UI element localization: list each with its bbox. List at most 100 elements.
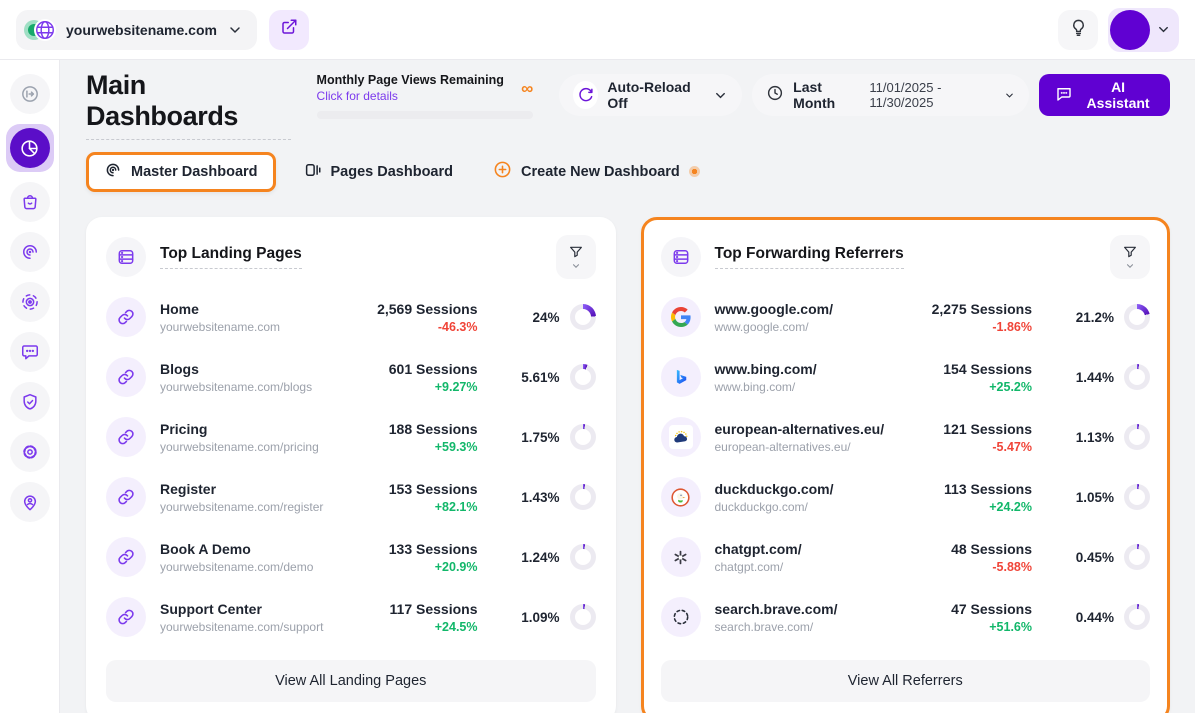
quota-progress-bar xyxy=(316,111,534,119)
sessions-value: 188 Sessions xyxy=(388,420,478,437)
percent-value: 1.43% xyxy=(521,489,560,505)
sessions-value: 2,275 Sessions xyxy=(931,300,1032,317)
filter-button[interactable] xyxy=(1110,235,1150,279)
percent-value: 1.24% xyxy=(521,549,560,565)
row-title[interactable]: Book A Demo xyxy=(160,540,251,557)
onboarding-beacon-icon xyxy=(688,166,700,177)
row-title[interactable]: search.brave.com/ xyxy=(714,600,838,617)
date-range-picker[interactable]: Last Month 11/01/2025 - 11/30/2025 xyxy=(752,74,1030,116)
table-row[interactable]: Home yourwebsitename.com 2,569 Sessions … xyxy=(106,287,596,347)
percent-value: 5.61% xyxy=(521,369,560,385)
row-title[interactable]: www.google.com/ xyxy=(714,300,834,317)
row-title[interactable]: Register xyxy=(160,480,217,497)
row-title[interactable]: Home xyxy=(160,300,199,317)
row-title[interactable]: Blogs xyxy=(160,360,199,377)
percent-value: 24% xyxy=(532,309,560,325)
row-title[interactable]: Support Center xyxy=(160,600,262,617)
change-value: +24.5% xyxy=(434,619,478,634)
row-url: yourwebsitename.com xyxy=(160,319,281,334)
view-all-referrers-button[interactable]: View All Referrers xyxy=(660,660,1150,702)
row-title[interactable]: chatgpt.com/ xyxy=(714,540,802,557)
table-row[interactable]: Book A Demo yourwebsitename.com/demo 133… xyxy=(106,527,596,587)
chevron-down-icon xyxy=(1004,90,1015,101)
sessions-value: 601 Sessions xyxy=(388,360,478,377)
avatar xyxy=(1110,9,1150,50)
landing-pages-list: Home yourwebsitename.com 2,569 Sessions … xyxy=(106,287,596,647)
widget-database-icon xyxy=(106,237,146,277)
account-menu[interactable] xyxy=(1108,7,1179,52)
idea-button[interactable] xyxy=(1058,9,1098,50)
chevron-down-icon xyxy=(1156,22,1171,37)
tab-master-dashboard[interactable]: Master Dashboard xyxy=(86,151,276,192)
table-row[interactable]: chatgpt.com/ chatgpt.com/ 48 Sessions -5… xyxy=(660,527,1150,587)
filter-button[interactable] xyxy=(555,235,596,279)
dashboards-pie-icon xyxy=(19,138,40,159)
infinity-icon: ∞ xyxy=(521,79,534,98)
tab-pages-dashboard[interactable]: Pages Dashboard xyxy=(292,152,466,192)
sidebar-item-visitors-pin[interactable] xyxy=(9,482,50,522)
page-header: Main Dashboards Monthly Page Views Remai… xyxy=(86,70,1170,140)
sessions-value: 133 Sessions xyxy=(388,540,478,557)
sidebar-item-feedback-chat[interactable] xyxy=(9,332,50,372)
open-website-button[interactable] xyxy=(268,9,309,50)
row-title[interactable]: www.bing.com/ xyxy=(714,360,817,377)
link-icon xyxy=(106,477,146,517)
quota-details-link[interactable]: Click for details xyxy=(316,89,398,103)
row-url: yourwebsitename.com/blogs xyxy=(160,379,313,394)
ai-assistant-label: AI Assistant xyxy=(1086,79,1150,111)
page-title: Main Dashboards xyxy=(86,70,291,140)
table-row[interactable]: european-alternatives.eu/ european-alter… xyxy=(660,407,1150,467)
view-all-landing-pages-button[interactable]: View All Landing Pages xyxy=(106,660,596,702)
website-favicon-icon xyxy=(24,17,56,43)
sidebar-item-privacy-shield[interactable] xyxy=(9,382,50,422)
pageviews-quota: Monthly Page Views Remaining Click for d… xyxy=(316,70,534,119)
change-value: -1.86% xyxy=(992,319,1032,334)
table-row[interactable]: Register yourwebsitename.com/register 15… xyxy=(106,467,596,527)
ai-assistant-button[interactable]: AI Assistant xyxy=(1039,74,1170,116)
row-title[interactable]: duckduckgo.com/ xyxy=(714,480,834,497)
sidebar-item-collapse-arrow[interactable] xyxy=(9,74,50,114)
visitors-pin-icon xyxy=(20,492,40,512)
website-switcher[interactable]: yourwebsitename.com xyxy=(16,9,257,50)
sessions-value: 113 Sessions xyxy=(944,480,1032,497)
table-row[interactable]: Support Center yourwebsitename.com/suppo… xyxy=(106,587,596,647)
auto-reload-dropdown[interactable]: Auto-Reload Off xyxy=(559,74,743,116)
donut-chart xyxy=(569,544,596,570)
session-recordings-icon xyxy=(20,292,40,312)
table-row[interactable]: duckduckgo.com/ duckduckgo.com/ 113 Sess… xyxy=(660,467,1150,527)
sidebar-item-ecommerce-bag[interactable] xyxy=(9,182,50,222)
card-title: Top Forwarding Referrers xyxy=(714,245,904,269)
row-url: www.bing.com/ xyxy=(714,379,796,394)
sidebar-item-session-recordings[interactable] xyxy=(9,282,50,322)
top-forwarding-referrers-card: Top Forwarding Referrers www.google.com/… xyxy=(640,217,1170,713)
sidebar-item-settings-gear[interactable] xyxy=(9,432,50,472)
chat-icon xyxy=(1055,85,1073,106)
donut-chart xyxy=(569,604,596,630)
refresh-icon xyxy=(573,81,599,109)
behaviour-spiral-icon xyxy=(20,242,40,262)
auto-reload-label: Auto-Reload Off xyxy=(607,79,691,111)
table-row[interactable]: www.google.com/ www.google.com/ 2,275 Se… xyxy=(660,287,1150,347)
link-icon xyxy=(106,597,146,637)
change-value: +9.27% xyxy=(434,379,478,394)
table-row[interactable]: Blogs yourwebsitename.com/blogs 601 Sess… xyxy=(106,347,596,407)
change-value: -5.88% xyxy=(992,559,1032,574)
sidebar-item-dashboards-pie[interactable] xyxy=(9,128,50,168)
table-row[interactable]: Pricing yourwebsitename.com/pricing 188 … xyxy=(106,407,596,467)
external-link-icon xyxy=(280,18,298,41)
link-icon xyxy=(106,357,146,397)
sidebar-item-behaviour-spiral[interactable] xyxy=(9,232,50,272)
row-title[interactable]: Pricing xyxy=(160,420,208,437)
table-row[interactable]: www.bing.com/ www.bing.com/ 154 Sessions… xyxy=(660,347,1150,407)
row-url: yourwebsitename.com/register xyxy=(160,499,324,514)
create-new-dashboard-button[interactable]: Create New Dashboard xyxy=(481,151,712,192)
card-title: Top Landing Pages xyxy=(160,245,302,269)
row-title[interactable]: european-alternatives.eu/ xyxy=(714,420,885,437)
change-value: +25.2% xyxy=(989,379,1032,394)
donut-chart xyxy=(569,304,596,330)
privacy-shield-icon xyxy=(20,392,40,412)
sidebar-item-active-wrap[interactable] xyxy=(5,124,54,172)
percent-value: 1.44% xyxy=(1075,369,1114,385)
clock-icon xyxy=(766,84,784,107)
table-row[interactable]: search.brave.com/ search.brave.com/ 47 S… xyxy=(660,587,1150,647)
